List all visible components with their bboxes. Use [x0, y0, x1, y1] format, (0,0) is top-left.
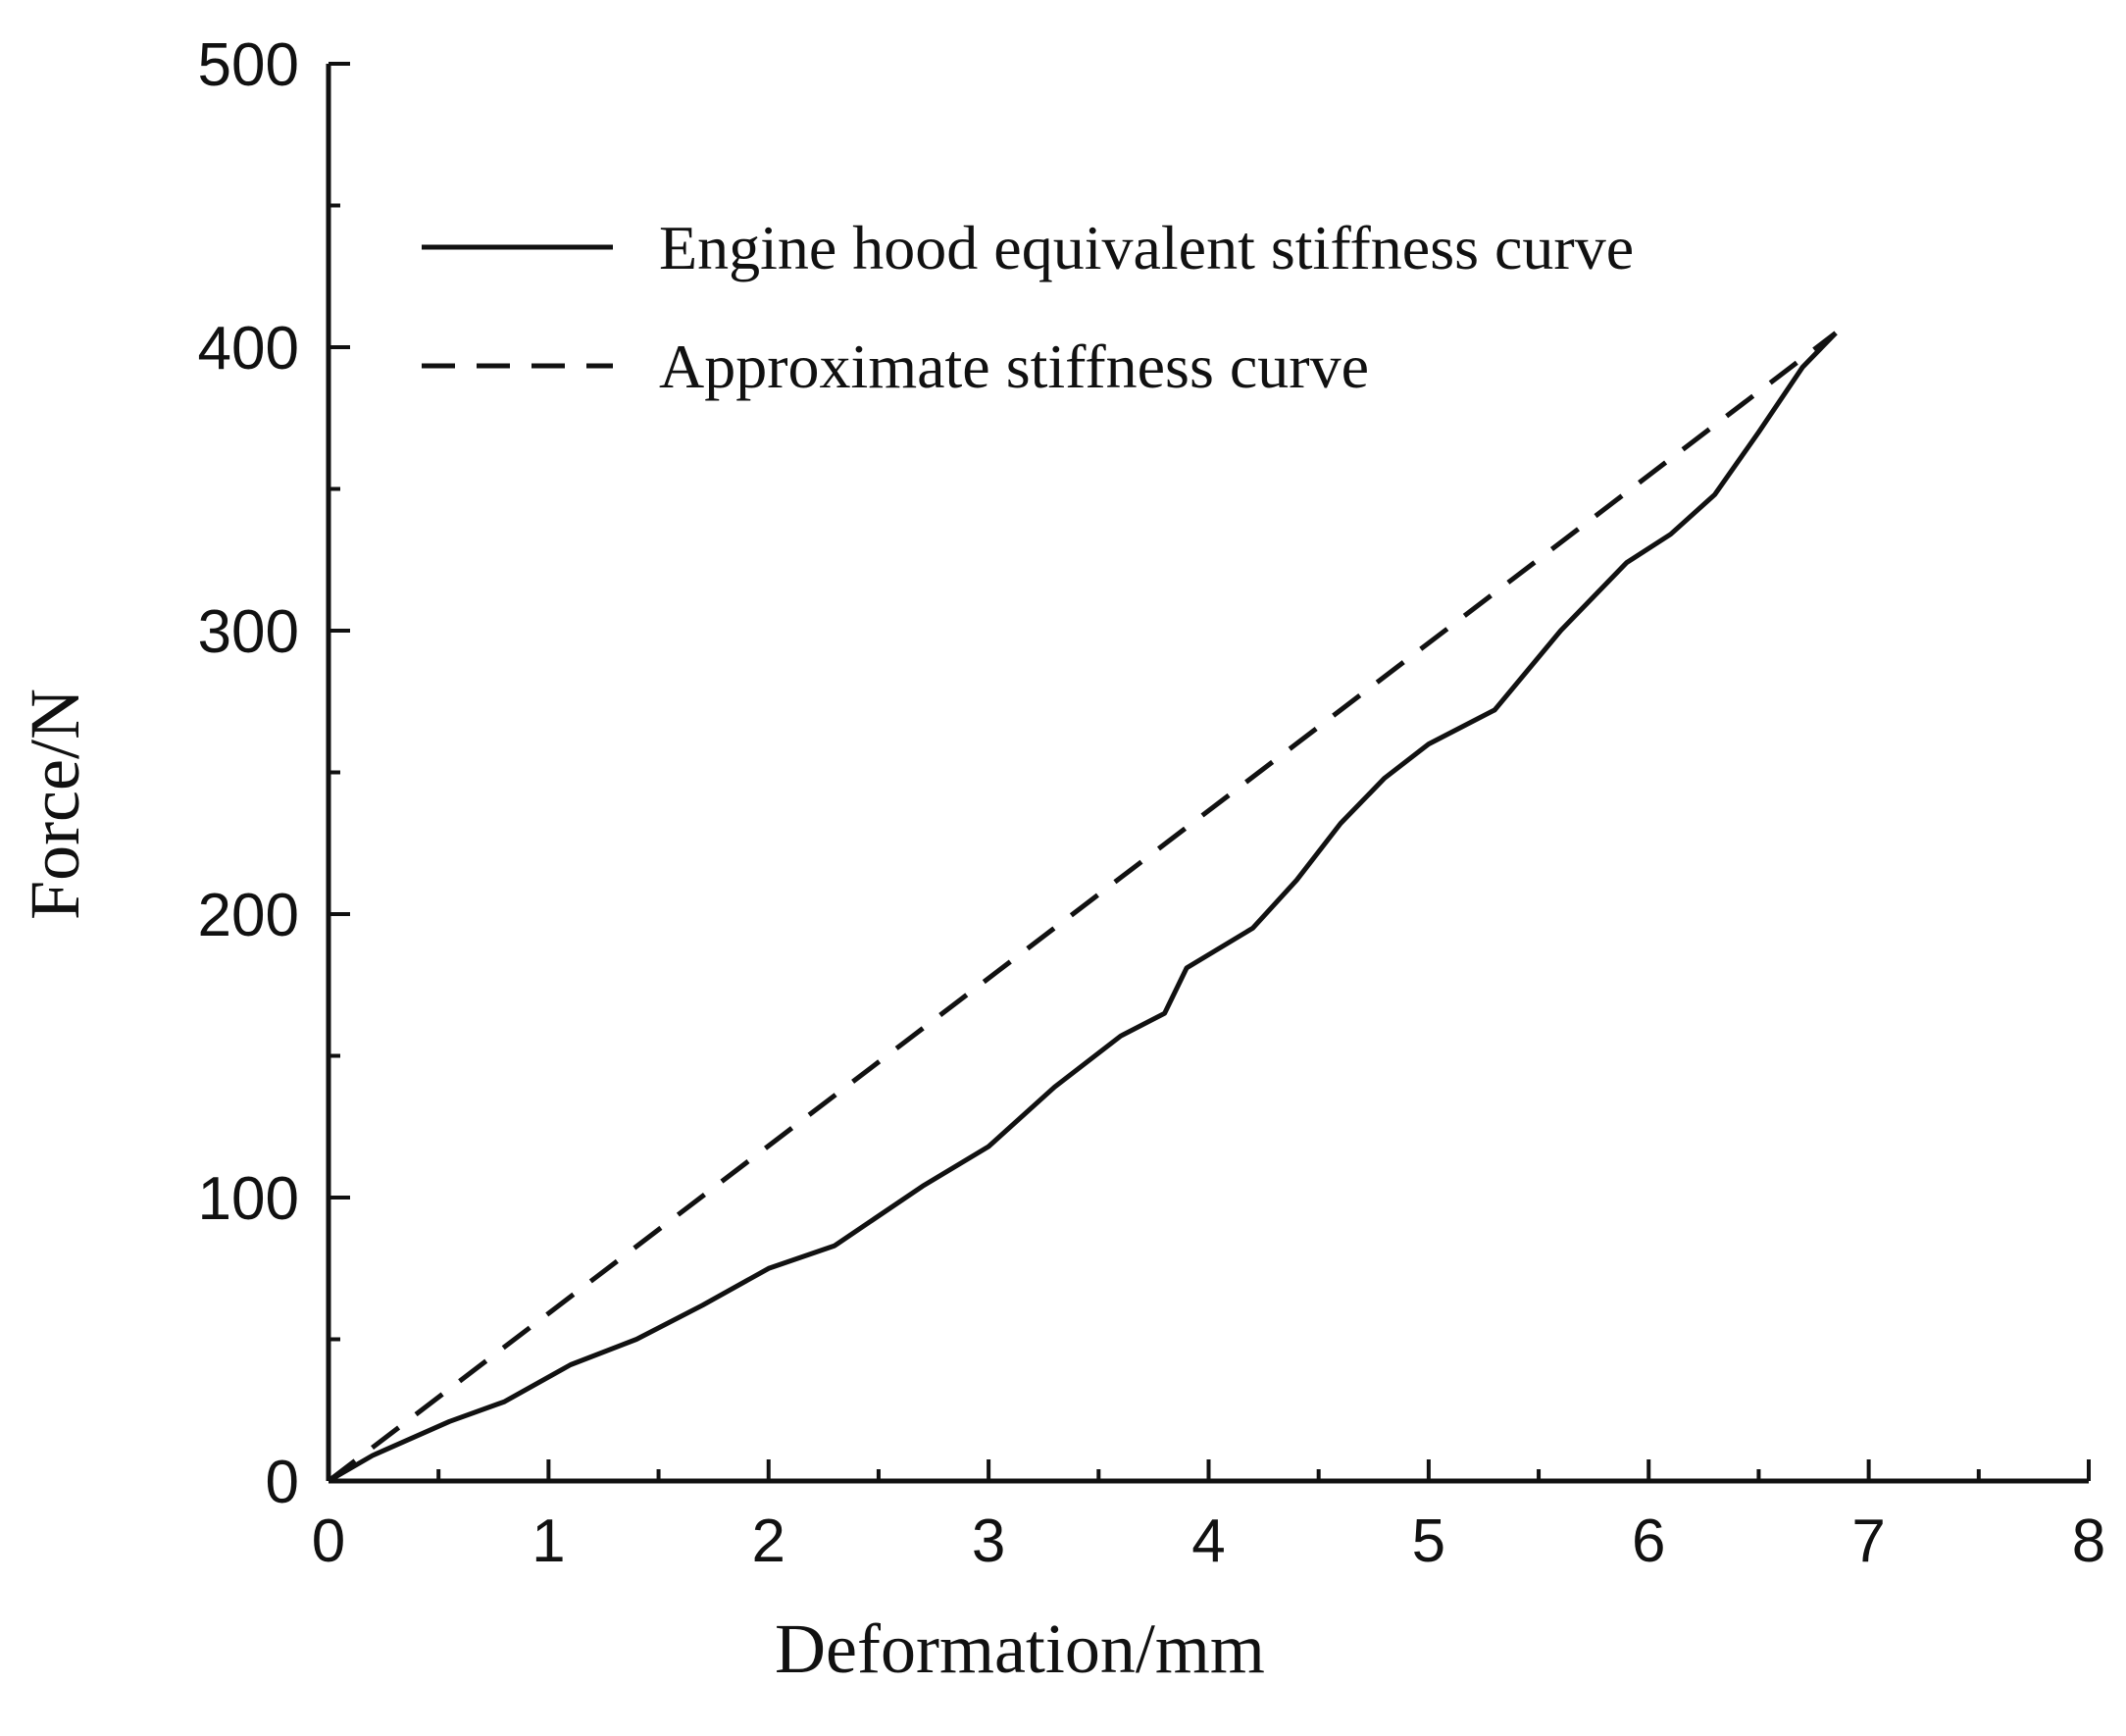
x-tick-label: 6	[1632, 1507, 1665, 1575]
x-tick-label: 1	[532, 1507, 565, 1575]
axes: 0 1 2 3 4 5 6 7 8 0 100 200 300 400 500	[198, 31, 2106, 1575]
approximate-stiffness-line	[327, 331, 1838, 1483]
y-tick-label: 200	[198, 882, 299, 949]
x-tick-label: 0	[312, 1507, 345, 1575]
y-tick-label: 100	[198, 1165, 299, 1233]
x-axis-title: Deformation/mm	[775, 1609, 1265, 1688]
series-group	[327, 331, 1838, 1484]
x-tick-label: 5	[1412, 1507, 1445, 1575]
x-tick-label: 3	[972, 1507, 1005, 1575]
x-tick-label: 7	[1851, 1507, 1885, 1575]
legend: Engine hood equivalent stiffness curve Ap…	[422, 213, 1634, 401]
y-tick-label: 500	[198, 31, 299, 99]
equivalent-stiffness-line	[327, 331, 1838, 1484]
x-tick-label: 8	[2072, 1507, 2105, 1575]
x-tick-label: 4	[1191, 1507, 1225, 1575]
x-tick-label: 2	[752, 1507, 785, 1575]
y-tick-label: 300	[198, 598, 299, 666]
y-tick-label: 400	[198, 315, 299, 383]
legend-label: Engine hood equivalent stiffness curve	[659, 213, 1634, 282]
y-axis-title: Force/N	[16, 689, 94, 920]
y-tick-label: 0	[266, 1449, 299, 1516]
legend-label: Approximate stiffness curve	[659, 332, 1369, 401]
